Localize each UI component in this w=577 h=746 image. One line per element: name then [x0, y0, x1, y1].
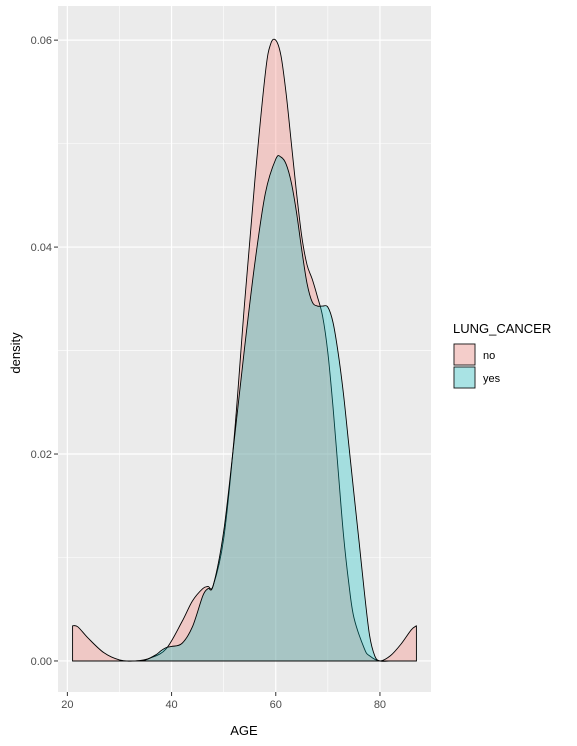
x-tick-label: 80	[374, 699, 386, 711]
legend-item-no: no	[453, 343, 495, 366]
x-tick-label: 20	[61, 699, 73, 711]
x-tick-label: 40	[165, 699, 177, 711]
x-axis-title: AGE	[230, 723, 258, 738]
x-tick-label: 60	[270, 699, 282, 711]
legend-label-yes: yes	[483, 373, 501, 385]
y-axis: 0.00 0.02 0.04 0.06	[31, 35, 58, 668]
legend-item-yes: yes	[453, 366, 501, 389]
legend-swatch-yes	[453, 366, 476, 389]
y-tick-label: 0.06	[31, 35, 52, 47]
x-axis: 20 40 60 80	[61, 692, 386, 711]
legend-title: LUNG_CANCER	[453, 321, 551, 336]
y-tick-label: 0.02	[31, 449, 52, 461]
y-tick-label: 0.04	[31, 242, 52, 254]
y-tick-label: 0.00	[31, 656, 52, 668]
legend-key-no	[453, 343, 476, 366]
legend-key-yes	[453, 366, 476, 389]
legend-swatch-no	[453, 343, 476, 366]
density-area-yes	[72, 155, 417, 662]
legend: LUNG_CANCER no yes	[453, 321, 551, 389]
legend-label-no: no	[483, 350, 495, 362]
y-axis-title: density	[8, 332, 23, 374]
density-areas	[72, 38, 417, 662]
